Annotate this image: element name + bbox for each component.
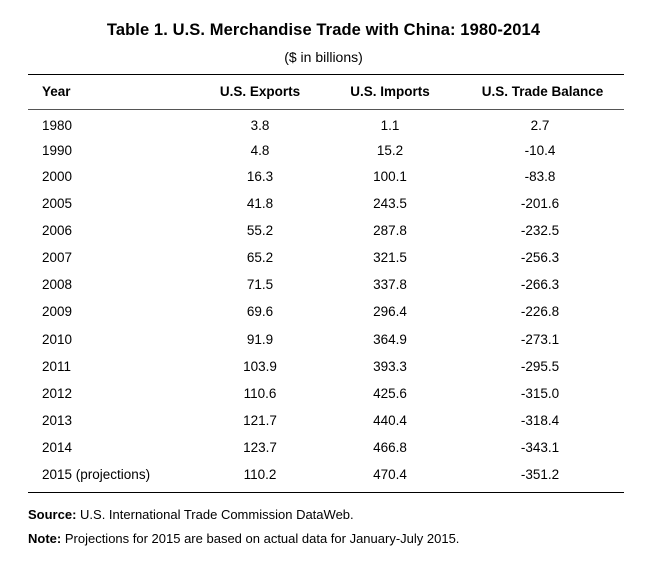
cell-balance: -266.3 xyxy=(520,277,560,292)
top-rule xyxy=(28,74,624,75)
cell-exports: 110.6 xyxy=(243,386,277,401)
table-row: 2012 110.6 425.6 -315.0 xyxy=(0,386,647,411)
header-year: Year xyxy=(42,84,71,99)
cell-exports: 91.9 xyxy=(246,332,274,347)
cell-exports: 121.7 xyxy=(243,413,277,428)
table-row: 2013 121.7 440.4 -318.4 xyxy=(0,413,647,438)
cell-year: 2007 xyxy=(42,250,73,265)
cell-exports: 110.2 xyxy=(243,467,277,482)
cell-year: 1990 xyxy=(42,143,73,158)
cell-year: 2013 xyxy=(42,413,73,428)
cell-imports: 466.8 xyxy=(373,440,407,455)
table-row: 2006 55.2 287.8 -232.5 xyxy=(0,223,647,248)
table-row: 1990 4.8 15.2 -10.4 xyxy=(0,143,647,168)
header-imports: U.S. Imports xyxy=(350,84,430,99)
cell-year: 2008 xyxy=(42,277,73,292)
cell-year: 2011 xyxy=(42,359,72,374)
cell-balance: -256.3 xyxy=(520,250,560,265)
header-balance: U.S. Trade Balance xyxy=(481,84,604,99)
cell-exports: 16.3 xyxy=(246,169,274,184)
cell-balance: -226.8 xyxy=(520,304,560,319)
cell-balance: -318.4 xyxy=(520,413,560,428)
cell-exports: 41.8 xyxy=(246,196,274,211)
cell-imports: 321.5 xyxy=(373,250,407,265)
source-label: Source: xyxy=(28,507,77,522)
cell-imports: 243.5 xyxy=(373,196,407,211)
table-row: 2010 91.9 364.9 -273.1 xyxy=(0,332,647,357)
table-row: 1980 3.8 1.1 2.7 xyxy=(0,118,647,143)
footnote: Note: Projections for 2015 are based on … xyxy=(28,531,459,546)
table-row: 2000 16.3 100.1 -83.8 xyxy=(0,169,647,194)
cell-year: 2005 xyxy=(42,196,73,211)
cell-exports: 55.2 xyxy=(246,223,274,238)
cell-year: 1980 xyxy=(42,118,73,133)
table-row: 2005 41.8 243.5 -201.6 xyxy=(0,196,647,221)
note-text: Projections for 2015 are based on actual… xyxy=(64,531,460,546)
table-row: 2007 65.2 321.5 -256.3 xyxy=(0,250,647,275)
cell-year: 2010 xyxy=(42,332,73,347)
cell-exports: 103.9 xyxy=(243,359,277,374)
cell-imports: 470.4 xyxy=(373,467,407,482)
cell-exports: 4.8 xyxy=(250,143,270,158)
table-row: 2015 (projections) 110.2 470.4 -351.2 xyxy=(0,467,647,492)
note-label: Note: xyxy=(28,531,62,546)
cell-exports: 71.5 xyxy=(246,277,274,292)
cell-imports: 364.9 xyxy=(373,332,407,347)
bottom-rule xyxy=(28,492,624,493)
cell-year: 2000 xyxy=(42,169,73,184)
cell-balance: -10.4 xyxy=(524,143,556,158)
header-exports: U.S. Exports xyxy=(219,84,301,99)
table-subtitle: ($ in billions) xyxy=(284,49,363,65)
cell-imports: 337.8 xyxy=(373,277,407,292)
table-title: Table 1. U.S. Merchandise Trade with Chi… xyxy=(106,21,541,39)
cell-balance: -201.6 xyxy=(520,196,560,211)
cell-exports: 65.2 xyxy=(246,250,274,265)
cell-balance: -351.2 xyxy=(520,467,560,482)
cell-year: 2012 xyxy=(42,386,73,401)
cell-imports: 1.1 xyxy=(380,118,400,133)
cell-year: 2015 (projections) xyxy=(42,467,151,482)
table-row: 2014 123.7 466.8 -343.1 xyxy=(0,440,647,465)
table-row: 2011 103.9 393.3 -295.5 xyxy=(0,359,647,384)
cell-balance: -343.1 xyxy=(520,440,560,455)
cell-exports: 123.7 xyxy=(243,440,277,455)
cell-year: 2009 xyxy=(42,304,73,319)
cell-imports: 440.4 xyxy=(373,413,407,428)
cell-imports: 393.3 xyxy=(373,359,407,374)
cell-year: 2014 xyxy=(42,440,73,455)
cell-balance: -295.5 xyxy=(520,359,560,374)
table-row: 2009 69.6 296.4 -226.8 xyxy=(0,304,647,329)
cell-balance: -315.0 xyxy=(520,386,560,401)
cell-imports: 296.4 xyxy=(373,304,407,319)
table-row: 2008 71.5 337.8 -266.3 xyxy=(0,277,647,302)
source-text: U.S. International Trade Commission Data… xyxy=(80,507,354,522)
cell-exports: 3.8 xyxy=(250,118,270,133)
cell-exports: 69.6 xyxy=(246,304,274,319)
cell-balance: 2.7 xyxy=(530,118,550,133)
cell-imports: 15.2 xyxy=(376,143,404,158)
source-note: Source: U.S. International Trade Commiss… xyxy=(28,507,354,522)
header-rule xyxy=(28,109,624,110)
cell-imports: 287.8 xyxy=(373,223,407,238)
cell-imports: 100.1 xyxy=(373,169,407,184)
cell-balance: -83.8 xyxy=(524,169,556,184)
cell-balance: -273.1 xyxy=(520,332,560,347)
cell-year: 2006 xyxy=(42,223,73,238)
cell-balance: -232.5 xyxy=(520,223,560,238)
cell-imports: 425.6 xyxy=(373,386,407,401)
